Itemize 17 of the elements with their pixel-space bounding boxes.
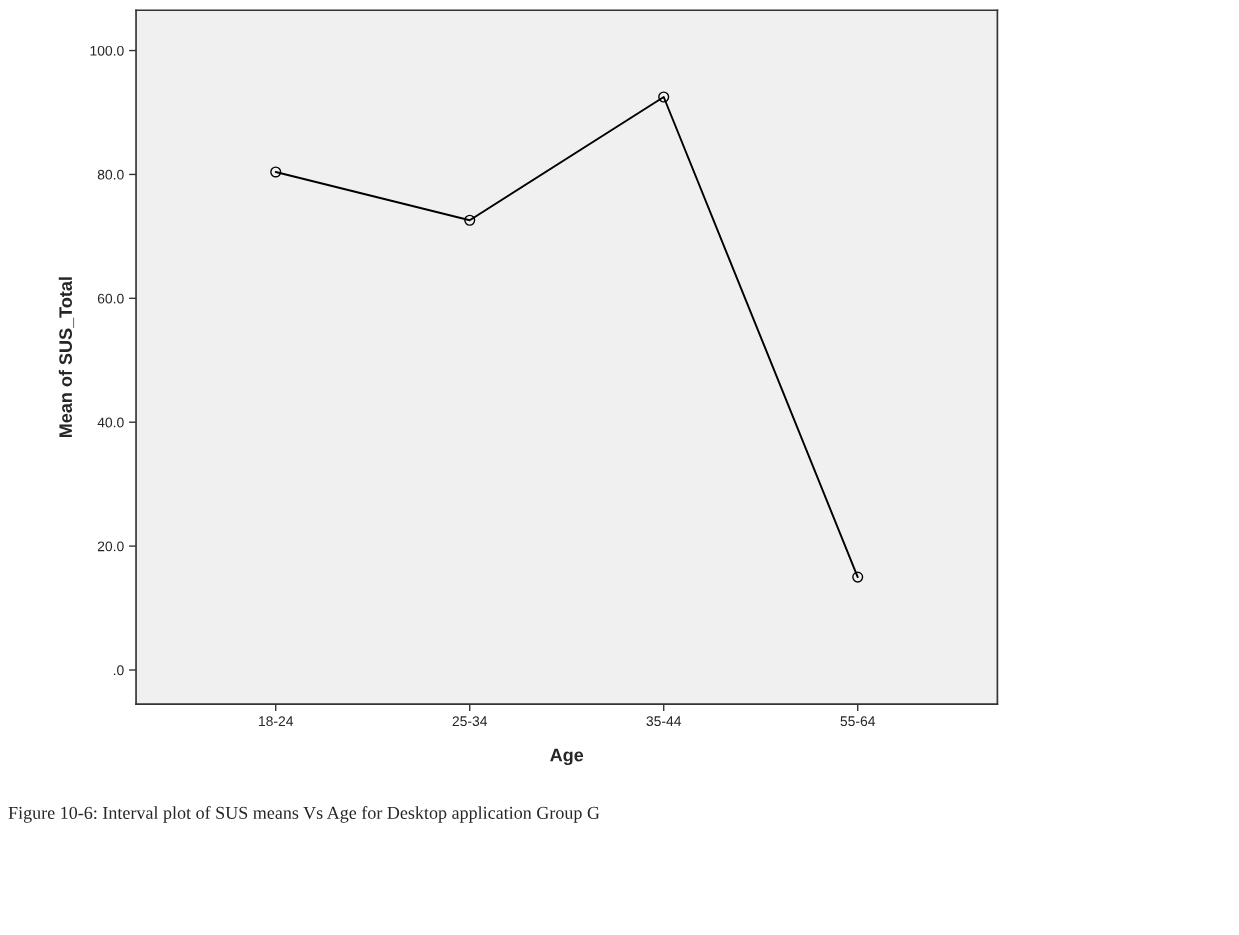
x-tick-label: 18-24 bbox=[259, 716, 294, 727]
point bbox=[852, 571, 864, 583]
y-tick-label: 60.0 bbox=[97, 293, 124, 304]
y-tick-label: 100.0 bbox=[90, 45, 124, 56]
y-tick-label: .0 bbox=[113, 665, 124, 676]
caption: Figure 10-6: Interval plot of SUS means Vs Age for Desktop application Group G bbox=[8, 806, 600, 823]
x-tick-label: 55-64 bbox=[840, 716, 876, 727]
y-tick-label: 40.0 bbox=[97, 417, 124, 428]
y-axis-title: Mean of SUS_Total bbox=[58, 277, 75, 438]
y-tick-label: 20.0 bbox=[97, 541, 124, 552]
y-tick-label: 80.0 bbox=[97, 169, 124, 180]
point bbox=[464, 214, 476, 226]
point bbox=[270, 166, 282, 178]
point bbox=[658, 91, 670, 103]
x-axis-title: Age bbox=[550, 748, 584, 766]
x-tick-label: 35-44 bbox=[646, 716, 682, 727]
x-tick-label: 25-34 bbox=[452, 716, 488, 727]
